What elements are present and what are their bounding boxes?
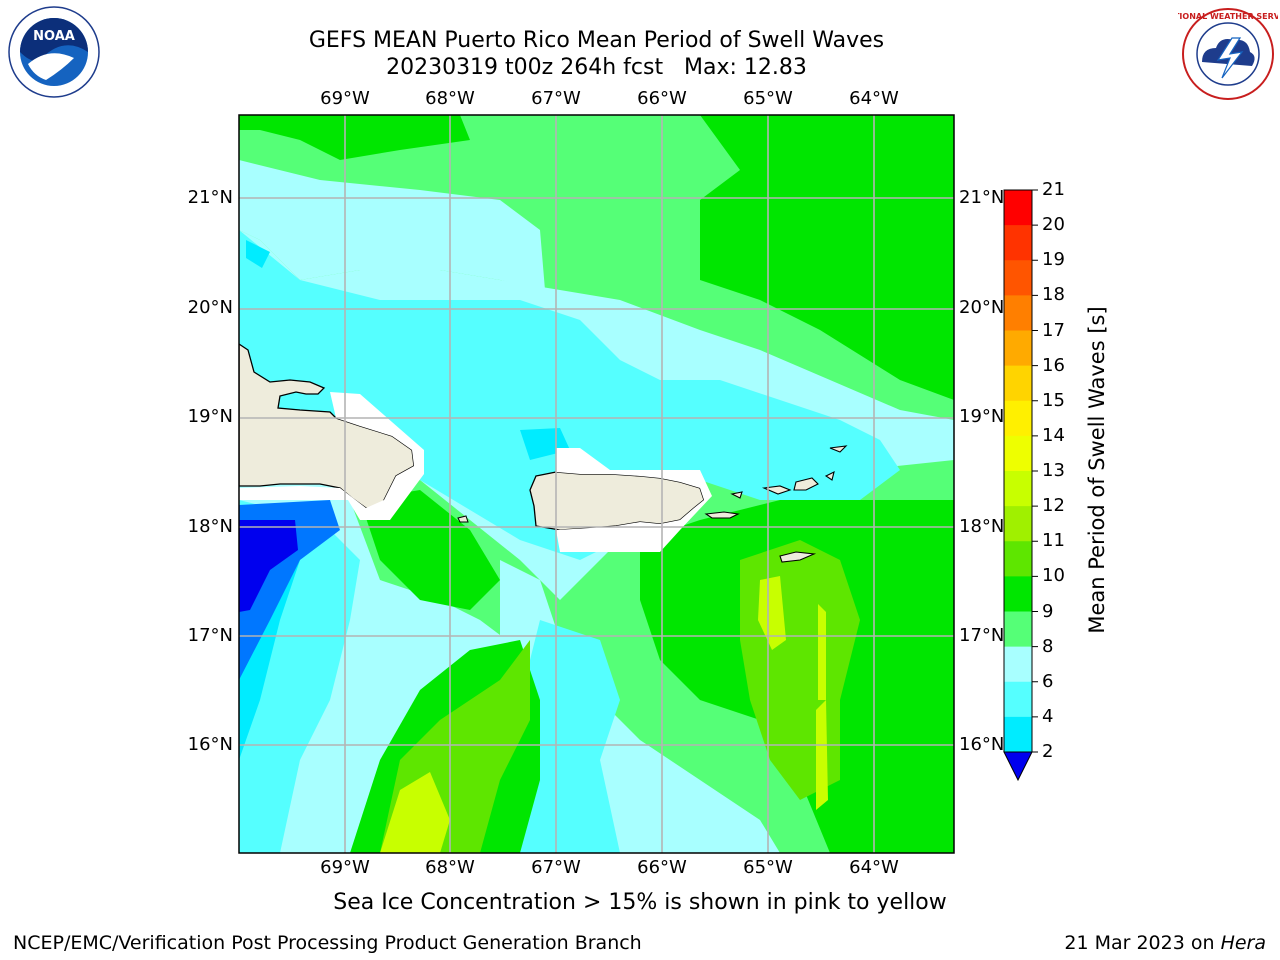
colorbar-tick-label: 13 (1042, 460, 1065, 481)
map-frame (238, 114, 955, 854)
colorbar-segment-17-18 (1004, 295, 1032, 331)
colorbar-extend-arrow (1003, 751, 1033, 782)
land-mask-puerto-rico (556, 448, 712, 552)
lon-label-bottom-68w: 68°W (425, 857, 475, 878)
field-6-8-south (520, 620, 620, 853)
noaa-logo-text: NOAA (33, 29, 75, 44)
land-mask-hispaniola (239, 392, 424, 520)
lon-label-top-67w: 67°W (531, 88, 581, 109)
colorbar-label: Mean Period of Swell Waves [s] (1085, 306, 1109, 634)
field-8-9-west (239, 160, 545, 290)
lon-label-bottom-69w: 69°W (320, 857, 370, 878)
lat-label-right-19n: 19°N (959, 406, 1005, 427)
lat-label-left-18n: 18°N (187, 516, 233, 537)
lat-label-right-20n: 20°N (959, 297, 1005, 318)
chart-title: GEFS MEAN Puerto Rico Mean Period of Swe… (308, 28, 885, 53)
land-st-croix (779, 551, 817, 563)
colorbar-tick-label: 12 (1042, 495, 1065, 517)
field-12-13-east3 (816, 700, 828, 810)
footer-date: 21 Mar 2023 on (1064, 932, 1221, 954)
noaa-logo: NOAA (8, 6, 100, 98)
footer-credit: NCEP/EMC/Verification Post Processing Pr… (13, 932, 642, 954)
colorbar-tick-label: 20 (1042, 214, 1065, 236)
colorbar-segment-13-14 (1004, 435, 1032, 472)
colorbar-tick-label: 4 (1042, 705, 1054, 727)
colorbar-segment-14-15 (1004, 400, 1032, 437)
nws-logo: NATIONAL WEATHER SERVICE (1178, 8, 1278, 100)
lat-label-right-21n: 21°N (959, 187, 1005, 208)
colorbar-tick-label: 10 (1042, 565, 1065, 587)
colorbar-segment-4-6 (1004, 681, 1032, 718)
colorbar (1003, 189, 1038, 782)
lon-label-bottom-64w: 64°W (849, 857, 899, 878)
lat-label-left-21n: 21°N (187, 187, 233, 208)
colorbar-segment-15-16 (1004, 365, 1032, 402)
colorbar-segment-16-17 (1004, 330, 1032, 367)
lon-label-bottom-65w: 65°W (743, 857, 793, 878)
colorbar-segment-12-13 (1004, 471, 1032, 507)
colorbar-segment-20-21 (1004, 190, 1032, 226)
land-vieques (704, 511, 740, 519)
footer-timestamp: 21 Mar 2023 on Hera (1064, 932, 1266, 954)
footer-machine: Hera (1220, 932, 1266, 954)
lon-label-bottom-67w: 67°W (531, 857, 581, 878)
lat-label-right-18n: 18°N (959, 516, 1005, 537)
colorbar-segment-8-9 (1004, 611, 1032, 648)
colorbar-tick-label: 15 (1042, 389, 1065, 411)
colorbar-segment-19-20 (1004, 225, 1032, 261)
graticule (239, 115, 954, 853)
colorbar-tick-label: 2 (1042, 741, 1054, 762)
field-12-13-east2 (818, 604, 826, 700)
field-10-11-north (239, 115, 470, 160)
lon-label-bottom-66w: 66°W (637, 857, 687, 878)
field-10-11-ne (700, 115, 954, 400)
field-12-13-south (380, 772, 450, 853)
colorbar-segment-9-10 (1004, 576, 1032, 612)
colorbar-segment-2-4 (1004, 716, 1032, 753)
lat-label-left-16n: 16°N (187, 734, 233, 755)
lon-label-top-64w: 64°W (849, 88, 899, 109)
colorbar-segment-11-12 (1004, 506, 1032, 542)
colorbar-segment-18-19 (1004, 260, 1032, 296)
field-10-11-west (360, 490, 500, 610)
colorbar-tick-label: 19 (1042, 249, 1065, 271)
chart-subtitle: 20230319 t00z 264h fcst Max: 12.83 (386, 55, 807, 80)
colorbar-segment-6-8 (1004, 646, 1032, 683)
colorbar-tick-label: 11 (1042, 530, 1065, 552)
field-6-8-central (239, 230, 900, 560)
lon-label-top-69w: 69°W (320, 88, 370, 109)
lon-label-top-65w: 65°W (743, 88, 793, 109)
land-mona (457, 515, 469, 523)
lat-label-right-17n: 17°N (959, 625, 1005, 646)
lat-label-left-20n: 20°N (187, 297, 233, 318)
lat-label-right-16n: 16°N (959, 734, 1005, 755)
colorbar-tick-label: 17 (1042, 319, 1065, 341)
field-below-2 (239, 520, 298, 612)
colorbar-segment-10-11 (1004, 541, 1032, 577)
colorbar-tick-label: 14 (1042, 424, 1065, 446)
land-virgin-islands (730, 445, 848, 499)
colorbar-tick-label: 6 (1042, 670, 1054, 692)
lat-label-left-17n: 17°N (187, 625, 233, 646)
lat-label-left-19n: 19°N (187, 406, 233, 427)
lon-label-top-68w: 68°W (425, 88, 475, 109)
sea-ice-note: Sea Ice Concentration > 15% is shown in … (333, 890, 947, 915)
colorbar-tick-label: 18 (1042, 284, 1065, 306)
lon-label-top-66w: 66°W (637, 88, 687, 109)
field-4-6-north (246, 240, 270, 268)
colorbar-tick-label: 8 (1042, 635, 1054, 657)
swell-period-field (239, 115, 954, 853)
colorbar-tick-label: 9 (1042, 600, 1054, 622)
colorbar-tick-label: 16 (1042, 354, 1065, 376)
field-12-13-east (758, 576, 786, 650)
nws-logo-text: NATIONAL WEATHER SERVICE (1178, 12, 1278, 21)
colorbar-tick-label: 21 (1042, 179, 1065, 200)
